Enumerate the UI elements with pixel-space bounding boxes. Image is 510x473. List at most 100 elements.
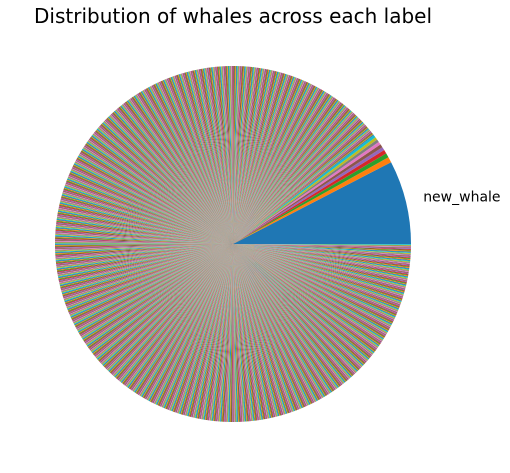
pie-slice (233, 244, 281, 416)
pie-slice (233, 82, 308, 244)
pie-slice (190, 70, 233, 244)
pie-slice (233, 244, 237, 422)
pie-slice (233, 244, 332, 393)
pie-slice (215, 244, 233, 422)
pie-slice (233, 108, 350, 244)
pie-slice (233, 244, 267, 420)
pie-slice (233, 244, 269, 419)
pie-slice (148, 244, 233, 402)
pie-slice (233, 244, 243, 422)
pie-slice (177, 244, 233, 414)
pie-slice (171, 244, 233, 412)
pie-slice (178, 74, 233, 244)
pie-slice (193, 70, 233, 244)
pie-slice (215, 66, 233, 244)
pie-slice (233, 92, 328, 244)
pie-slice (219, 66, 233, 244)
pie-slice (197, 244, 233, 419)
pie-slice (172, 76, 233, 245)
pie-slice (77, 244, 233, 331)
pie-slice (233, 244, 257, 421)
pie-slice (233, 244, 314, 404)
pie-slice (233, 244, 411, 252)
pie-slice (155, 83, 233, 244)
pie-slice (164, 244, 233, 409)
pie-slice (57, 244, 234, 272)
pie-slice (233, 244, 284, 415)
pie-slice (59, 204, 234, 244)
pie-slice (233, 244, 272, 419)
pie-slice (233, 85, 314, 244)
pie-slice (71, 244, 233, 319)
pie-slice (233, 69, 268, 245)
pie-slice (233, 244, 261, 420)
pie-slice (89, 244, 233, 351)
pie-slice (233, 244, 390, 331)
pie-slice (233, 244, 275, 418)
pie-slice (100, 124, 233, 244)
pie-slice (64, 244, 233, 304)
pie-slice (115, 244, 233, 379)
pie-slice (233, 244, 372, 357)
pie-slice (233, 244, 401, 305)
pie-slice (233, 244, 285, 415)
pie-slice (111, 113, 233, 244)
pie-slice (224, 244, 233, 422)
pie-slice (233, 244, 393, 325)
pie-slice (233, 244, 411, 257)
pie-slice (233, 118, 361, 244)
pie-slice (233, 96, 334, 245)
pie-slice (233, 244, 260, 421)
pie-slice (113, 244, 233, 377)
pie-slice (71, 169, 233, 244)
pie-slice (233, 244, 402, 302)
pie-slice (233, 68, 264, 244)
pie-slice (171, 244, 233, 412)
pie-slice (130, 98, 233, 244)
pie-slice (233, 244, 353, 377)
pie-slice (222, 244, 233, 422)
pie-slice (77, 244, 233, 332)
pie-slice (105, 244, 233, 370)
pie-slice (103, 120, 233, 244)
pie-slice (233, 131, 372, 244)
pie-slice (217, 66, 233, 245)
pie-slice (233, 244, 278, 417)
pie-slice (233, 66, 249, 244)
pie-slice (108, 244, 233, 373)
pie-slice (233, 244, 244, 422)
pie-slice (223, 66, 233, 245)
pie-slice (233, 244, 263, 420)
pie-slice (186, 244, 233, 416)
pie-slice (233, 122, 364, 244)
pie-slice (55, 244, 233, 249)
pie-slice (233, 244, 357, 374)
pie-slice (233, 99, 338, 244)
pie-slice (233, 244, 410, 267)
pie-slice (233, 244, 356, 374)
pie-slice (60, 244, 233, 289)
pie-slice (172, 76, 233, 244)
pie-slice (233, 244, 411, 260)
pie-slice (66, 181, 233, 244)
pie-slice (55, 244, 234, 246)
pie-slice (82, 244, 233, 340)
pie-slice (57, 213, 233, 244)
pie-slice (233, 244, 363, 368)
pie-slice (233, 244, 405, 293)
pie-slice (233, 78, 299, 245)
pie-slice (57, 244, 233, 275)
pie-slices (54, 65, 411, 422)
pie-slice (233, 81, 308, 244)
pie-slice (233, 244, 361, 369)
pie-slice (69, 244, 234, 316)
pie-slice (233, 67, 253, 244)
pie-slice (213, 244, 233, 422)
pie-slice (159, 81, 233, 244)
pie-slice (106, 244, 233, 370)
pie-slice (169, 244, 233, 411)
pie-slice (233, 244, 309, 406)
pie-slice (233, 244, 380, 346)
pie-slice (136, 244, 233, 395)
pie-slice (233, 244, 310, 405)
